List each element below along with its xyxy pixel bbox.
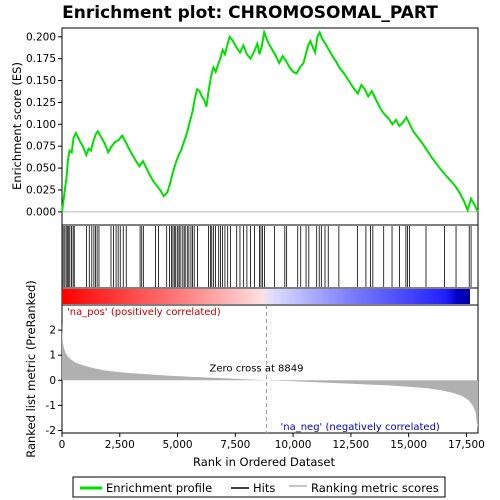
es-panel-frame bbox=[61, 27, 479, 226]
x-tick-label: 17,500 bbox=[448, 439, 485, 451]
x-tick-label: 10,000 bbox=[275, 439, 312, 451]
metric-y-tick-label: 1 bbox=[49, 350, 56, 362]
legend-label-hits: Hits bbox=[253, 481, 275, 495]
rank-color-bar bbox=[61, 287, 479, 306]
x-tick-label: 0 bbox=[59, 439, 66, 451]
es-y-axis-label: Enrichment score (ES) bbox=[10, 62, 24, 190]
es-y-tick-label: 0.100 bbox=[26, 119, 56, 131]
chart-title: Enrichment plot: CHROMOSOMAL_PART bbox=[62, 3, 438, 23]
color-bar-gradient bbox=[62, 289, 470, 304]
metric-y-axis-label: Ranked list metric (PreRanked) bbox=[24, 280, 38, 458]
metric-y-axis: -2 -1 0 1 2 bbox=[46, 325, 62, 437]
negative-correlation-label: 'na_neg' (negatively correlated) bbox=[281, 422, 440, 433]
metric-y-tick-label: -2 bbox=[46, 425, 56, 437]
es-y-tick-label: 0.075 bbox=[26, 141, 56, 153]
positive-correlation-label: 'na_pos' (positively correlated) bbox=[67, 307, 221, 318]
metric-panel-frame bbox=[61, 304, 479, 434]
hits-panel bbox=[61, 224, 479, 289]
es-y-tick-label: 0.150 bbox=[26, 75, 56, 87]
enrichment-profile-line bbox=[61, 28, 479, 214]
legend-label-enrichment-profile: Enrichment profile bbox=[106, 481, 212, 495]
metric-y-tick-label: 0 bbox=[49, 375, 56, 387]
metric-y-tick-label: 2 bbox=[49, 325, 56, 337]
legend-frame bbox=[72, 476, 446, 498]
zero-cross-label: Zero cross at 8849 bbox=[210, 364, 304, 375]
ranked-metric-panel: -2 -1 0 1 2 'na_pos' (positively correlated)… bbox=[24, 280, 479, 458]
x-tick-label: 15,000 bbox=[390, 439, 427, 451]
metric-y-tick-label: -1 bbox=[46, 400, 56, 412]
x-tick-label: 2,500 bbox=[105, 439, 135, 451]
es-y-tick-label: 0.050 bbox=[26, 163, 56, 175]
x-axis: 0 2,500 5,000 7,500 10,000 12,500 15,000 17,500 bbox=[59, 433, 485, 451]
legend-label-ranking-metric: Ranking metric scores bbox=[311, 481, 439, 495]
x-tick-label: 7,500 bbox=[220, 439, 250, 451]
x-tick-label: 5,000 bbox=[163, 439, 193, 451]
x-tick-label: 12,500 bbox=[333, 439, 370, 451]
es-y-tick-label: 0.125 bbox=[26, 97, 56, 109]
hits-panel-frame bbox=[61, 224, 479, 289]
es-y-tick-label: 0.175 bbox=[26, 53, 56, 65]
x-axis-label: Rank in Ordered Dataset bbox=[193, 455, 336, 469]
es-y-tick-label: 0.000 bbox=[26, 206, 56, 218]
ranking-metric-area bbox=[62, 322, 478, 428]
es-y-tick-label: 0.025 bbox=[26, 184, 56, 196]
legend: Enrichment profile Hits Ranking metric s… bbox=[72, 476, 446, 498]
es-y-axis: 0.000 0.025 0.050 0.075 0.100 0.125 0.150 0.175… bbox=[26, 31, 62, 218]
hit-markers bbox=[62, 226, 472, 287]
es-y-tick-label: 0.200 bbox=[26, 31, 56, 43]
enrichment-profile-panel: 0.000 0.025 0.050 0.075 0.100 0.125 0.150 0.175… bbox=[10, 27, 479, 226]
